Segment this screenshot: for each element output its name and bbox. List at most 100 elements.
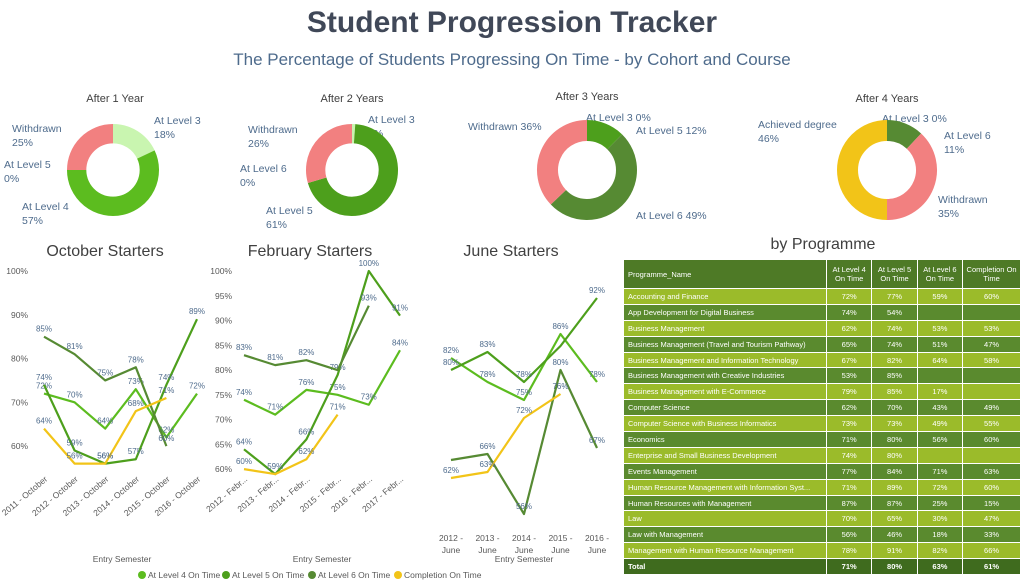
table-cell: 62% bbox=[825, 399, 873, 417]
data-label: 76% bbox=[552, 382, 568, 391]
table-cell: 70% bbox=[825, 510, 873, 528]
legend-swatch bbox=[394, 571, 402, 579]
table-cell: 72% bbox=[825, 288, 873, 305]
table-cell: 65% bbox=[871, 510, 918, 528]
y-tick-label: 90% bbox=[11, 310, 28, 320]
table-cell: 49% bbox=[916, 415, 964, 433]
data-label: 71% bbox=[267, 403, 283, 412]
table-cell: 85% bbox=[871, 367, 918, 385]
table-row: Business Management with E-Commerce 79% 85… bbox=[623, 383, 1021, 401]
table-cell: 66% bbox=[962, 542, 1021, 560]
data-label: 73% bbox=[361, 393, 377, 402]
table-row: Business Management (Travel and Tourism … bbox=[623, 335, 1021, 353]
table-cell: 87% bbox=[871, 494, 918, 512]
data-label: 82% bbox=[443, 346, 459, 355]
table-cell: Law bbox=[623, 510, 827, 528]
donut-slice bbox=[112, 124, 155, 160]
data-label: 89% bbox=[189, 307, 205, 316]
series-line bbox=[43, 335, 168, 447]
table-cell: 89% bbox=[871, 478, 918, 496]
legend-swatch bbox=[138, 571, 146, 579]
data-label: 85% bbox=[36, 325, 52, 334]
data-label: 82% bbox=[298, 348, 314, 357]
donut-slice-label: Withdrawn 25% bbox=[12, 123, 62, 149]
line-chart-title: October Starters bbox=[46, 243, 163, 260]
table-cell: 55% bbox=[962, 415, 1021, 433]
x-axis-title: Entry Semester bbox=[293, 554, 352, 564]
data-label: 75% bbox=[97, 368, 113, 377]
table-row: Enterprise and Small Business Developmen… bbox=[623, 446, 1021, 464]
table-header-cell[interactable]: At Level 6 On Time bbox=[916, 259, 964, 289]
data-label: 63% bbox=[479, 460, 495, 469]
donut-slice-label: Withdrawn 35% bbox=[938, 194, 988, 220]
data-label: 92% bbox=[589, 286, 605, 295]
table-cell: Computer Science with Business Informati… bbox=[623, 415, 827, 433]
y-tick-label: 65% bbox=[215, 439, 232, 449]
data-label: 71% bbox=[158, 386, 174, 395]
data-label: 56% bbox=[67, 452, 83, 461]
data-label: 56% bbox=[97, 452, 113, 461]
data-label: 72% bbox=[189, 382, 205, 391]
table-cell: Total bbox=[623, 558, 827, 576]
table-cell: 71% bbox=[825, 478, 873, 496]
table-cell: 17% bbox=[916, 383, 964, 401]
donut-slice-label: At Level 5 0% bbox=[4, 159, 51, 185]
table-row: Management with Human Resource Managemen… bbox=[623, 542, 1021, 560]
data-label: 56% bbox=[97, 452, 113, 461]
data-label: 100% bbox=[359, 259, 379, 268]
donut-slice-label: At Level 5 12% bbox=[636, 125, 707, 137]
table-cell: 60% bbox=[962, 431, 1021, 448]
series-line bbox=[243, 414, 339, 476]
table-cell: 53% bbox=[962, 319, 1021, 337]
table-cell: 60% bbox=[962, 478, 1021, 496]
table-cell: App Development for Digital Business bbox=[623, 303, 827, 321]
table-row: Events Management 77% 84% 71% 63% bbox=[623, 462, 1021, 480]
donut-slice-label: At Level 6 0% bbox=[240, 163, 287, 189]
donut-slice bbox=[586, 120, 623, 150]
data-label: 78% bbox=[128, 355, 144, 364]
data-label: 79% bbox=[330, 363, 346, 372]
data-label: 56% bbox=[516, 502, 532, 511]
donut-slice bbox=[837, 120, 888, 220]
x-tick-label: 2013 - bbox=[475, 533, 499, 543]
table-row: Accounting and Finance 72% 77% 59% 60% bbox=[623, 288, 1021, 305]
table-body: Accounting and Finance 72% 77% 59% 60% App De… bbox=[623, 288, 1021, 576]
data-label: 74% bbox=[158, 373, 174, 382]
legend-label: At Level 4 On Time bbox=[148, 570, 221, 580]
data-label: 68% bbox=[128, 399, 144, 408]
table-cell: 74% bbox=[825, 446, 873, 464]
x-axis-title: Entry Semester bbox=[93, 554, 152, 564]
table-cell: 33% bbox=[962, 526, 1021, 544]
x-tick-label: June bbox=[515, 545, 534, 555]
data-label: 93% bbox=[361, 294, 377, 303]
data-label: 66% bbox=[479, 442, 495, 451]
table-header-cell[interactable]: Completion On Time bbox=[962, 259, 1021, 289]
table-row: Business Management and Information Tech… bbox=[623, 351, 1021, 369]
table-cell: 74% bbox=[871, 335, 918, 353]
table-header-cell[interactable]: Programme_Name bbox=[623, 259, 827, 289]
data-label: 64% bbox=[236, 437, 252, 446]
data-label: 60% bbox=[158, 434, 174, 443]
table-cell: 74% bbox=[825, 303, 873, 321]
data-label: 78% bbox=[589, 370, 605, 379]
table-cell: 77% bbox=[871, 288, 918, 305]
y-tick-label: 100% bbox=[6, 266, 28, 276]
table-header-cell[interactable]: At Level 4 On Time bbox=[825, 259, 873, 289]
table-cell: 43% bbox=[916, 399, 964, 417]
table-cell bbox=[916, 446, 964, 464]
table-cell: 82% bbox=[916, 542, 964, 560]
table-row: Computer Science 62% 70% 43% 49% bbox=[623, 399, 1021, 417]
table-cell: 79% bbox=[825, 383, 873, 401]
table-cell: Enterprise and Small Business Developmen… bbox=[623, 446, 827, 464]
donut-slice-label: At Level 3 0% bbox=[586, 112, 651, 124]
table-row: App Development for Digital Business 74% 5… bbox=[623, 303, 1021, 321]
y-tick-label: 100% bbox=[210, 266, 232, 276]
data-label: 67% bbox=[589, 436, 605, 445]
table-header-cell[interactable]: At Level 5 On Time bbox=[871, 259, 918, 289]
table-cell: Business Management with Creative Indust… bbox=[623, 367, 827, 385]
x-tick-label: 2015 - bbox=[548, 533, 572, 543]
table-cell bbox=[962, 383, 1021, 401]
data-label: 57% bbox=[128, 447, 144, 456]
table-cell: 49% bbox=[962, 399, 1021, 417]
data-label: 81% bbox=[267, 353, 283, 362]
